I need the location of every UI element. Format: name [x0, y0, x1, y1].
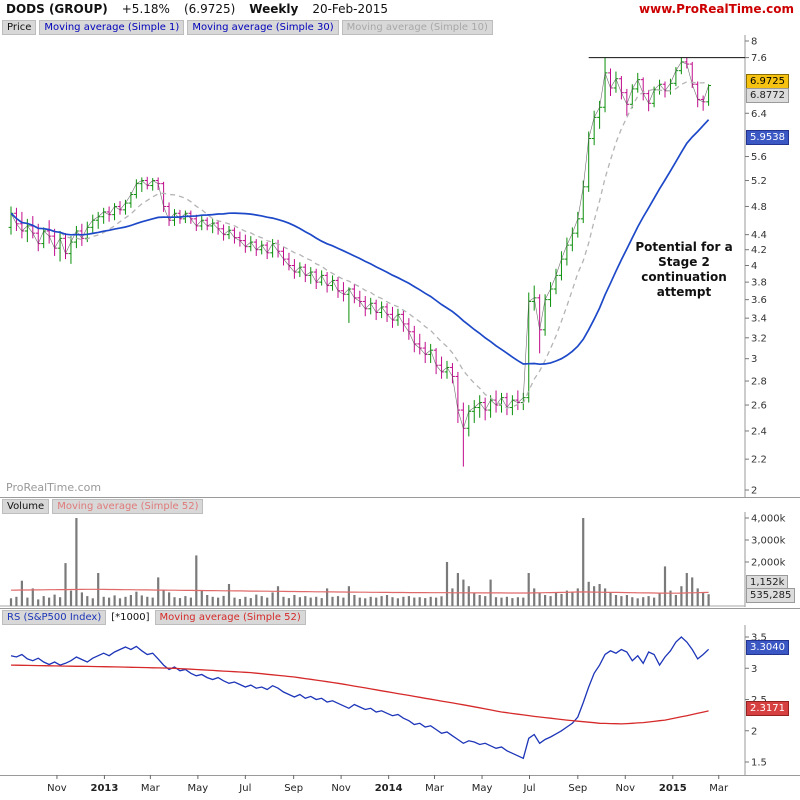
rs-chart[interactable]: 3.5 3 2.5 2 1.5 — [0, 625, 800, 775]
svg-text:6.4: 6.4 — [751, 109, 767, 120]
quote-date: 20-Feb-2015 — [312, 2, 389, 16]
svg-text:2.5: 2.5 — [751, 695, 767, 706]
volume-legend: Volume Moving average (Simple 52) — [2, 499, 204, 514]
timeframe: Weekly — [249, 2, 299, 16]
svg-text:2,000k: 2,000k — [751, 558, 786, 569]
time-axis-label: 2014 — [375, 783, 403, 794]
rs-legend: RS (S&P500 Index) [*1000] Moving average… — [2, 610, 306, 625]
time-axis-label: Mar — [425, 783, 445, 794]
price-bars — [8, 57, 711, 467]
rs-line — [10, 636, 710, 760]
stage2-annotation: Potential for a Stage 2 continuation att… — [635, 240, 733, 299]
svg-text:2.8: 2.8 — [751, 377, 767, 388]
svg-text:3: 3 — [751, 354, 757, 365]
svg-text:1.5: 1.5 — [751, 758, 767, 769]
header-bar: DODS (GROUP) +5.18% (6.9725) Weekly 20-F… — [0, 0, 800, 18]
svg-text:2.2: 2.2 — [751, 455, 767, 466]
rs-last-axis-box: 3.3040 — [746, 640, 789, 655]
svg-text:3.5: 3.5 — [751, 633, 767, 644]
svg-text:8: 8 — [751, 37, 757, 48]
legend-rs-ma[interactable]: Moving average (Simple 52) — [154, 610, 306, 625]
svg-text:5.2: 5.2 — [751, 176, 767, 187]
panel-separator — [0, 608, 800, 609]
legend-rs[interactable]: RS (S&P500 Index) — [2, 610, 107, 625]
svg-text:7.6: 7.6 — [751, 53, 767, 64]
rs-ma-axis-box: 2.3171 — [746, 701, 789, 716]
svg-text:4,000k: 4,000k — [751, 514, 786, 525]
time-axis-label: Mar — [141, 783, 161, 794]
volume-chart[interactable]: 4,000k 3,000k 2,000k — [0, 512, 800, 607]
svg-text:2: 2 — [751, 486, 757, 497]
svg-text:3,000k: 3,000k — [751, 536, 786, 547]
svg-text:3.6: 3.6 — [751, 295, 767, 306]
svg-text:2: 2 — [751, 726, 757, 737]
sma10-line — [10, 81, 709, 409]
svg-text:2.4: 2.4 — [751, 426, 767, 437]
legend-ma-simple-1[interactable]: Moving average (Simple 1) — [39, 20, 185, 35]
time-axis-label: May — [472, 783, 493, 794]
svg-text:4.8: 4.8 — [751, 202, 767, 213]
time-axis-label: Sep — [568, 783, 587, 794]
svg-text:3: 3 — [751, 664, 757, 675]
ma30-axis-box: 5.9538 — [746, 130, 789, 145]
legend-volume[interactable]: Volume — [2, 499, 50, 514]
sma1-line — [10, 61, 709, 430]
symbol-name: DODS (GROUP) — [6, 2, 108, 16]
volume-ma-line — [10, 588, 709, 594]
legend-ma-simple-30[interactable]: Moving average (Simple 30) — [187, 20, 339, 35]
svg-text:4: 4 — [751, 261, 757, 272]
time-axis-label: Nov — [331, 783, 351, 794]
time-axis-label: 2013 — [90, 783, 118, 794]
time-axis-label: Mar — [709, 783, 729, 794]
prorealtime-watermark: ProRealTime.com — [6, 481, 102, 494]
ma10-axis-box: 6.8772 — [746, 88, 789, 103]
svg-text:3.8: 3.8 — [751, 278, 767, 289]
price-change: +5.18% — [121, 2, 170, 16]
time-axis[interactable]: Nov 2013 Mar May Jul Sep Nov 2014 Mar May Jul Sep No… — [0, 775, 800, 800]
time-axis-label: Jul — [238, 783, 251, 794]
svg-text:2.6: 2.6 — [751, 401, 767, 412]
svg-text:3.4: 3.4 — [751, 314, 767, 325]
panel-separator — [0, 497, 800, 498]
time-axis-label: Nov — [616, 783, 636, 794]
price-chart[interactable]: 8 7.6 6.4 5.6 5.2 4.8 4.4 4.2 4 3.8 3.6 3.4 3.2 3 2.8 2… — [0, 35, 800, 498]
price-legend: Price Moving average (Simple 1) Moving a… — [2, 20, 493, 35]
last-price-axis-box: 6.9725 — [746, 74, 789, 89]
legend-ma-simple-10[interactable]: Moving average (Simple 10) — [341, 20, 493, 35]
svg-text:3.2: 3.2 — [751, 333, 767, 344]
prorealtime-link[interactable]: www.ProRealTime.com — [639, 2, 794, 16]
time-axis-label: 2015 — [659, 783, 687, 794]
volume-bars — [9, 518, 710, 606]
time-axis-label: May — [188, 783, 209, 794]
volume-last-axis-box: 535,285 — [746, 588, 796, 603]
svg-text:4.4: 4.4 — [751, 230, 767, 241]
time-axis-label: Nov — [47, 783, 67, 794]
legend-volume-ma[interactable]: Moving average (Simple 52) — [52, 499, 204, 514]
rs-ma-line — [10, 664, 709, 725]
legend-price[interactable]: Price — [2, 20, 37, 35]
time-axis-label: Jul — [522, 783, 535, 794]
rs-multiplier-label: [*1000] — [111, 612, 150, 623]
svg-text:4.2: 4.2 — [751, 245, 767, 256]
last-price: (6.9725) — [183, 2, 236, 16]
sma30-line — [10, 119, 710, 366]
time-axis-label: Sep — [284, 783, 303, 794]
svg-text:5.6: 5.6 — [751, 152, 767, 163]
